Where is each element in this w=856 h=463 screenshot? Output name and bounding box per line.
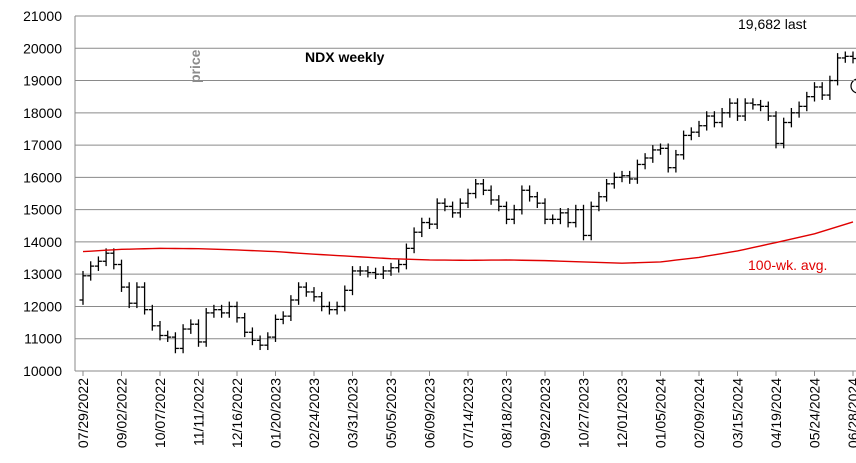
y-tick-label: 16000 [23, 169, 62, 185]
x-tick-label: 09/22/2023 [537, 378, 553, 448]
x-tick-label: 03/31/2023 [345, 378, 361, 448]
x-tick-label: 04/19/2024 [768, 378, 784, 448]
x-tick-label: 05/24/2024 [807, 378, 823, 448]
x-tick-label: 12/16/2022 [229, 378, 245, 448]
x-tick-label: 03/15/2024 [730, 378, 746, 448]
x-tick-label: 08/18/2023 [499, 378, 515, 448]
series-label: 100-wk. avg. [748, 257, 827, 273]
x-tick-label: 06/28/2024 [845, 378, 856, 448]
y-tick-label: 21000 [23, 8, 62, 24]
x-tick-label: 05/05/2023 [383, 378, 399, 448]
y-axis-label: price [187, 49, 203, 83]
y-tick-label: 15000 [23, 202, 62, 218]
y-tick-label: 13000 [23, 266, 62, 282]
x-tick-label: 06/09/2023 [422, 378, 438, 448]
x-tick-label: 09/02/2022 [114, 378, 130, 448]
x-tick-label: 01/05/2024 [653, 378, 669, 448]
y-tick-label: 18000 [23, 105, 62, 121]
y-tick-label: 17000 [23, 137, 62, 153]
x-tick-label: 02/09/2024 [691, 378, 707, 448]
y-tick-label: 11000 [24, 331, 62, 347]
annotation: 19,682 last [738, 16, 807, 32]
y-tick-label: 19000 [23, 73, 62, 89]
x-tick-label: 07/14/2023 [460, 378, 476, 448]
y-tick-label: 14000 [23, 234, 62, 250]
x-tick-label: 10/27/2023 [576, 378, 592, 448]
x-tick-label: 01/20/2023 [268, 378, 284, 448]
x-tick-label: 07/29/2022 [75, 378, 91, 448]
last-marker [850, 78, 856, 94]
chart-title: NDX weekly [305, 49, 385, 65]
y-tick-label: 10000 [23, 363, 62, 379]
x-tick-label: 02/24/2023 [306, 378, 322, 448]
x-tick-label: 11/11/2022 [191, 378, 207, 446]
moving-average-line [82, 221, 854, 264]
x-tick-label: 12/01/2023 [614, 378, 630, 448]
x-tick-label: 10/07/2022 [152, 378, 168, 448]
y-tick-label: 20000 [23, 40, 62, 56]
y-tick-label: 12000 [23, 298, 62, 314]
